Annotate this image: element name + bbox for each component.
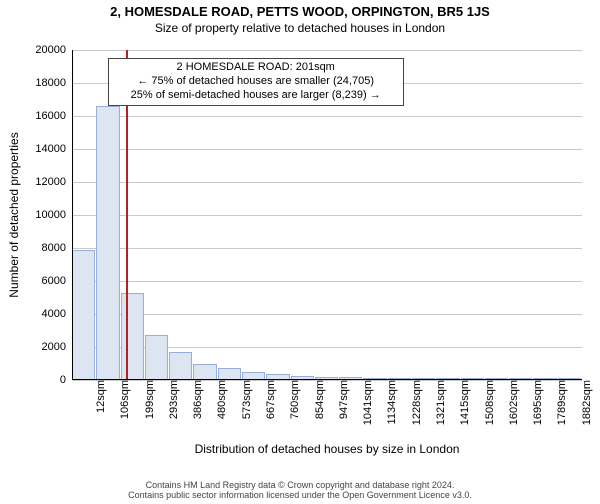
grid-line (72, 314, 582, 315)
x-tick-label: 386sqm (186, 380, 204, 419)
x-tick-label: 573sqm (235, 380, 253, 419)
footer: Contains HM Land Registry data © Crown c… (0, 480, 600, 504)
annotation-line: 25% of semi-detached houses are larger (… (115, 89, 397, 103)
annotation-line: 2 HOMESDALE ROAD: 201sqm (115, 61, 397, 75)
bar (169, 352, 192, 380)
x-tick-label: 1415sqm (453, 380, 471, 425)
y-tick-label: 16000 (35, 110, 72, 122)
x-tick-label: 12sqm (89, 380, 107, 413)
x-tick-label: 1882sqm (575, 380, 593, 425)
x-tick-label: 1041sqm (356, 380, 374, 425)
x-tick-label: 1228sqm (405, 380, 423, 425)
bar (72, 250, 95, 380)
y-tick-label: 20000 (35, 44, 72, 56)
annotation-box: 2 HOMESDALE ROAD: 201sqm ← 75% of detach… (108, 58, 404, 105)
x-tick-label: 106sqm (113, 380, 131, 419)
bar (121, 293, 144, 380)
x-tick-label: 293sqm (162, 380, 180, 419)
grid-line (72, 182, 582, 183)
plot-area: 0200040006000800010000120001400016000180… (72, 50, 582, 380)
y-tick-label: 4000 (42, 308, 72, 320)
grid-line (72, 215, 582, 216)
bar (145, 335, 168, 380)
x-tick-label: 1134sqm (380, 380, 398, 424)
grid-line (72, 50, 582, 51)
x-tick-label: 480sqm (210, 380, 228, 419)
y-tick-label: 18000 (35, 77, 72, 89)
x-tick-label: 1602sqm (502, 380, 520, 425)
grid-line (72, 149, 582, 150)
bar (193, 364, 216, 381)
y-tick-label: 8000 (42, 242, 72, 254)
chart-title: 2, HOMESDALE ROAD, PETTS WOOD, ORPINGTON… (0, 4, 600, 19)
annotation-line: ← 75% of detached houses are smaller (24… (115, 75, 397, 89)
x-axis-label: Distribution of detached houses by size … (195, 442, 460, 456)
grid-line (72, 248, 582, 249)
y-tick-label: 10000 (35, 209, 72, 221)
x-tick-label: 1695sqm (526, 380, 544, 425)
y-tick-label: 12000 (35, 176, 72, 188)
x-tick-label: 760sqm (283, 380, 301, 419)
x-tick-label: 1508sqm (478, 380, 496, 425)
x-tick-label: 1789sqm (550, 380, 568, 425)
x-tick-label: 199sqm (138, 380, 156, 419)
axis-bottom (72, 379, 582, 380)
footer-line: Contains HM Land Registry data © Crown c… (0, 480, 600, 490)
chart-subtitle: Size of property relative to detached ho… (0, 21, 600, 35)
x-tick-label: 1321sqm (429, 380, 447, 425)
x-tick-label: 947sqm (332, 380, 350, 419)
y-tick-label: 6000 (42, 275, 72, 287)
x-tick-label: 667sqm (259, 380, 277, 419)
footer-line: Contains public sector information licen… (0, 490, 600, 500)
axis-left (72, 50, 73, 380)
y-axis-label: Number of detached properties (7, 132, 21, 297)
y-tick-label: 2000 (42, 341, 72, 353)
y-tick-label: 14000 (35, 143, 72, 155)
y-tick-label: 0 (60, 374, 72, 386)
bar (96, 106, 119, 380)
grid-line (72, 116, 582, 117)
grid-line (72, 281, 582, 282)
x-tick-label: 854sqm (308, 380, 326, 419)
